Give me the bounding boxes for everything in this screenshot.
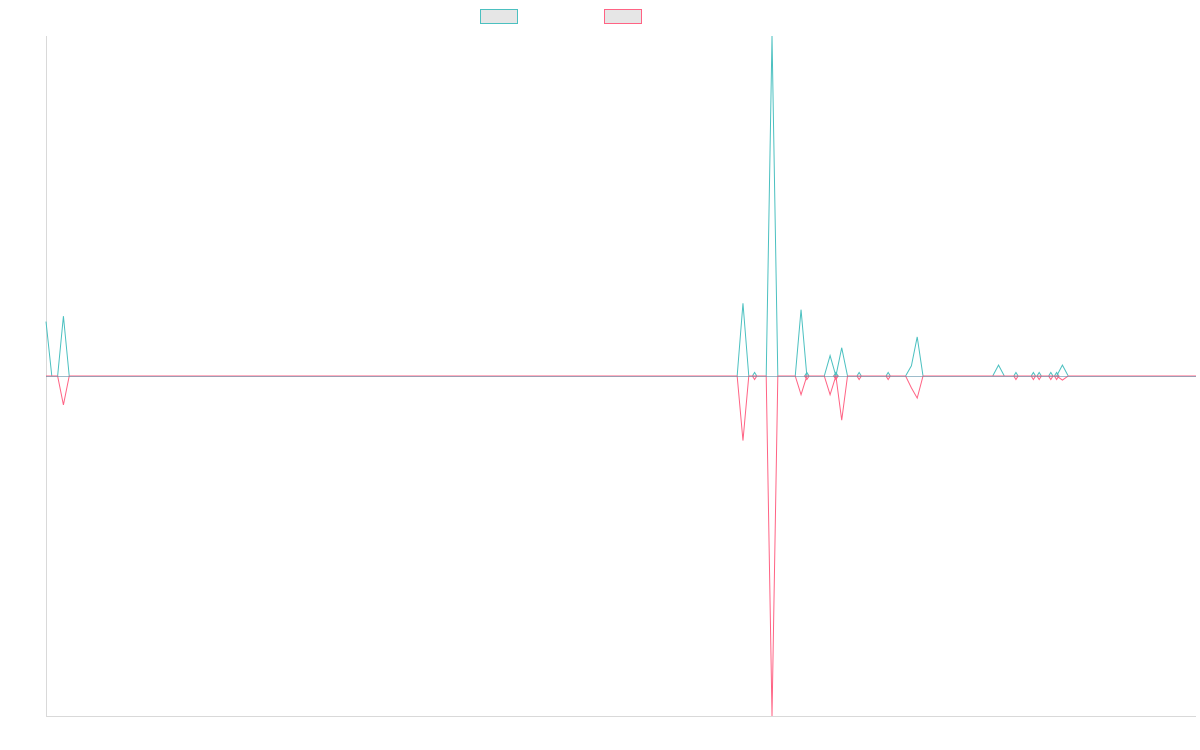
data-point-marker	[751, 371, 758, 377]
series-line-a	[45, 35, 1196, 377]
data-point-marker	[856, 371, 863, 377]
legend	[0, 0, 1200, 36]
series-layer	[45, 35, 1196, 717]
data-point-marker	[885, 371, 892, 377]
data-point-marker	[1012, 371, 1020, 377]
legend-item-series-b[interactable]	[604, 9, 648, 24]
legend-swatch-series-a	[480, 9, 518, 24]
legend-item-series-a[interactable]	[480, 9, 524, 24]
data-point-marker	[1036, 371, 1043, 377]
legend-swatch-series-b	[604, 9, 642, 24]
series-line-b	[46, 375, 1196, 717]
data-point-marker	[1047, 371, 1054, 377]
data-point-marker	[1030, 371, 1037, 377]
